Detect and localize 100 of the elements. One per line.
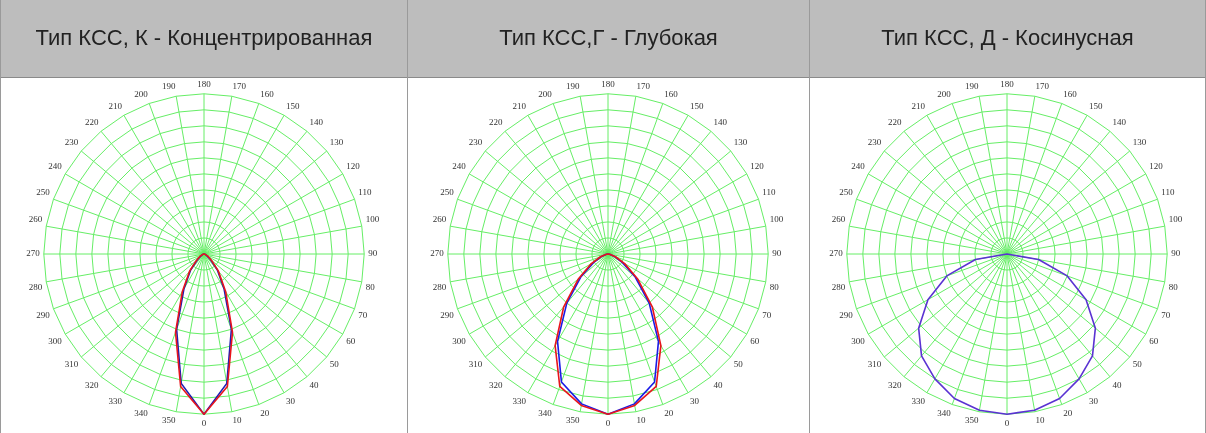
- spoke-label: 340: [538, 408, 553, 419]
- spoke-label: 90: [1171, 248, 1181, 259]
- spoke-label: 240: [851, 160, 866, 171]
- spoke-label: 90: [368, 248, 378, 259]
- spoke-label: 150: [286, 100, 301, 111]
- spoke-label: 210: [512, 100, 527, 111]
- spoke-label: 280: [28, 282, 43, 293]
- spoke-label: 150: [1089, 100, 1104, 111]
- spoke-label: 210: [911, 100, 926, 111]
- spoke-label: 290: [440, 309, 455, 320]
- spoke-label: 10: [1035, 415, 1046, 426]
- spoke-label: 200: [937, 88, 952, 99]
- spoke-label: 170: [1035, 81, 1050, 92]
- spoke-label: 260: [432, 214, 447, 225]
- spoke-label: 300: [851, 335, 866, 346]
- spoke-label: 40: [1112, 379, 1123, 390]
- spoke-label: 50: [1132, 359, 1143, 370]
- spoke-label: 170: [232, 81, 247, 92]
- spoke-label: 330: [911, 395, 926, 406]
- spoke-label: 270: [829, 248, 844, 259]
- spoke-label: 270: [430, 248, 445, 259]
- spoke-label: 260: [28, 214, 43, 225]
- spoke-label: 220: [84, 117, 99, 128]
- chart-title: Тип КСС,Г - Глубокая: [408, 0, 809, 78]
- spoke-label: 20: [260, 408, 270, 419]
- spoke-label: 120: [750, 160, 765, 171]
- spoke-label: 110: [358, 186, 372, 197]
- spoke-label: 310: [64, 359, 79, 370]
- spoke-label: 220: [488, 117, 503, 128]
- spoke-label: 40: [309, 379, 320, 390]
- spoke-label: 350: [964, 415, 979, 426]
- spoke-label: 210: [108, 100, 123, 111]
- spoke-label: 130: [1132, 137, 1147, 148]
- spoke-label: 20: [664, 408, 674, 419]
- spoke-label: 320: [488, 379, 503, 390]
- spoke-label: 10: [636, 415, 647, 426]
- spoke-label: 40: [713, 379, 724, 390]
- spoke-label: 160: [1063, 88, 1078, 99]
- spoke-label: 240: [452, 160, 467, 171]
- spoke-label: 120: [1149, 160, 1164, 171]
- spoke-label: 140: [713, 117, 728, 128]
- spoke-label: 230: [867, 137, 882, 148]
- spoke-label: 110: [762, 186, 776, 197]
- spoke-label: 30: [286, 395, 296, 406]
- spoke-label: 250: [839, 186, 854, 197]
- spoke-label: 220: [887, 117, 902, 128]
- spoke-label: 100: [1168, 214, 1183, 225]
- spoke-label: 0: [1004, 417, 1010, 428]
- spoke-label: 290: [36, 309, 51, 320]
- spoke-label: 350: [161, 415, 176, 426]
- spoke-label: 110: [1161, 186, 1175, 197]
- spoke-label: 160: [664, 88, 679, 99]
- spoke-label: 120: [346, 160, 361, 171]
- spoke-label: 0: [201, 417, 207, 428]
- spoke-label: 60: [1149, 335, 1159, 346]
- spoke-label: 50: [733, 359, 744, 370]
- spoke-label: 180: [1000, 78, 1015, 89]
- spoke-label: 70: [1161, 309, 1171, 320]
- spoke-label: 170: [636, 81, 651, 92]
- spoke-label: 190: [161, 81, 176, 92]
- spoke-label: 190: [964, 81, 979, 92]
- spoke-label: 230: [468, 137, 483, 148]
- spoke-label: 130: [733, 137, 748, 148]
- spoke-label: 60: [346, 335, 356, 346]
- spoke-label: 270: [26, 248, 41, 259]
- spoke-label: 70: [358, 309, 368, 320]
- chart-title: Тип КСС, К - Концентрированная: [1, 0, 407, 78]
- spoke-label: 150: [690, 100, 705, 111]
- spoke-label: 10: [232, 415, 243, 426]
- spoke-label: 280: [831, 282, 846, 293]
- spoke-label: 320: [887, 379, 902, 390]
- spoke-label: 330: [512, 395, 527, 406]
- spoke-label: 80: [769, 282, 780, 293]
- spoke-label: 20: [1063, 408, 1073, 419]
- spoke-label: 340: [937, 408, 952, 419]
- spoke-label: 310: [867, 359, 882, 370]
- spoke-label: 80: [365, 282, 376, 293]
- spoke-label: 140: [1112, 117, 1127, 128]
- spoke-label: 310: [468, 359, 483, 370]
- spoke-label: 70: [762, 309, 772, 320]
- spoke-label: 190: [565, 81, 580, 92]
- spoke-label: 330: [108, 395, 123, 406]
- spoke-label: 260: [831, 214, 846, 225]
- spoke-label: 200: [134, 88, 149, 99]
- spoke-label: 290: [839, 309, 854, 320]
- spoke-label: 250: [440, 186, 455, 197]
- spoke-label: 80: [1168, 282, 1179, 293]
- spoke-label: 280: [432, 282, 447, 293]
- spoke-label: 320: [84, 379, 99, 390]
- spoke-label: 300: [452, 335, 467, 346]
- spoke-label: 300: [48, 335, 63, 346]
- spoke-label: 230: [64, 137, 79, 148]
- spoke-label: 240: [48, 160, 63, 171]
- spoke-label: 250: [36, 186, 51, 197]
- spoke-label: 180: [197, 78, 212, 89]
- spoke-label: 50: [329, 359, 340, 370]
- spoke-label: 60: [750, 335, 760, 346]
- spoke-label: 30: [1089, 395, 1099, 406]
- chart-title: Тип КСС, Д - Косинусная: [810, 0, 1205, 78]
- spoke-label: 30: [690, 395, 700, 406]
